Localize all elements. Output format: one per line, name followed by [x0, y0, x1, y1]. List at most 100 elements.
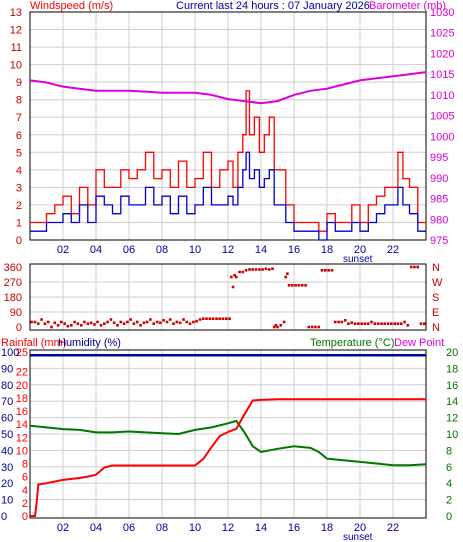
wind-direction-point: [380, 322, 383, 325]
temperature-tick-label: 20: [446, 347, 458, 359]
direction-compass-label: W: [432, 277, 443, 289]
wind-direction-point: [93, 323, 96, 326]
temperature-tick-label: 6: [446, 462, 452, 474]
wind-direction-point: [267, 268, 271, 271]
wind-direction-point: [282, 320, 286, 324]
wind-direction-point: [225, 317, 228, 320]
wind-panel-grid: [30, 12, 426, 240]
wind-direction-point: [272, 325, 276, 329]
wind-direction-point: [103, 322, 106, 325]
wind-direction-point: [139, 324, 142, 327]
windspeed-gust-line: [30, 90, 426, 232]
windspeed-tick-label: 1: [16, 217, 22, 229]
temperature-tick-label: 18: [446, 363, 458, 375]
barometer-tick-label: 1025: [430, 28, 454, 40]
wind-direction-point: [188, 322, 192, 325]
temperature-tick-label: 0: [446, 511, 452, 523]
rainfall-tick-label: 22: [16, 367, 28, 379]
wind-direction-point: [70, 324, 73, 327]
humidity-tick-label: 80: [1, 380, 13, 392]
wind-direction-point: [274, 324, 278, 327]
wind-direction-point: [119, 320, 123, 324]
barometer-tick-label: 1015: [430, 69, 454, 81]
wind-direction-point: [83, 320, 86, 324]
wind-direction-point: [333, 320, 337, 324]
wind-direction-point: [337, 320, 340, 324]
wind-direction-point: [96, 320, 99, 324]
wind-direction-point: [423, 322, 426, 325]
wind-direction-point: [244, 269, 248, 272]
wind-direction-point: [241, 270, 245, 274]
wind-direction-point: [122, 322, 126, 325]
wind-direction-point: [40, 318, 43, 321]
temperature-line: [29, 419, 427, 467]
wind-direction-point: [79, 324, 83, 327]
hour-tick-label: 16: [288, 244, 300, 256]
barometer-axis-ticks: 975 980 985 990 995 1000 1005 1010 1015 1020 1025 1…: [430, 7, 454, 247]
hour-tick-label: 12: [222, 244, 234, 256]
wind-direction-point: [233, 274, 236, 277]
barometer-tick-label: 975: [430, 235, 448, 247]
wind-direction-point: [33, 320, 37, 324]
wind-direction-point: [155, 320, 159, 324]
windspeed-tick-label: 10: [10, 60, 22, 72]
wind-direction-point: [276, 325, 279, 329]
rainfall-tick-label: 20: [16, 380, 28, 392]
direction-compass-label: N: [432, 262, 440, 274]
windspeed-tick-label: 7: [16, 112, 22, 124]
wind-direction-point: [112, 321, 116, 325]
hour-tick-label: 14: [255, 522, 267, 534]
wind-direction-point: [168, 318, 172, 321]
wind-direction-point: [30, 320, 33, 324]
rain-panel-grid: [30, 350, 426, 518]
wind-direction-point: [230, 275, 233, 279]
barometer-tick-label: 1005: [430, 111, 454, 123]
wind-direction-point: [195, 319, 198, 323]
temperature-label: Temperature (°C): [310, 337, 394, 349]
wind-direction-point: [327, 269, 330, 272]
wind-direction-point: [192, 320, 195, 324]
wind-direction-point: [383, 322, 386, 325]
wind-direction-point: [231, 285, 235, 289]
wind-direction-point: [63, 322, 66, 325]
wind-direction-point: [129, 318, 132, 321]
wind-direction-point: [53, 321, 57, 325]
direction-panel-series: [30, 265, 426, 329]
humidity-label: Humidity (%): [58, 337, 121, 349]
hour-tick-label: 14: [255, 244, 267, 256]
barometer-tick-label: 1000: [430, 131, 454, 143]
wind-direction-point: [152, 322, 155, 325]
wind-direction-point: [307, 325, 311, 329]
wind-direction-point: [56, 324, 60, 327]
wind-direction-point: [324, 269, 327, 272]
direction-degree-label: 180: [4, 292, 22, 304]
wind-direction-point: [366, 322, 370, 325]
wind-direction-point: [66, 324, 70, 328]
wind-direction-point: [261, 268, 264, 271]
wind-direction-point: [178, 321, 182, 325]
wind-panel-hour-ticks: 02 04 06 08 10 12 14 16 18 20 22: [57, 244, 399, 256]
humidity-axis-ticks: 0 10 20 30 40 50 60 70 80 90 100: [1, 347, 19, 523]
wind-direction-point: [145, 320, 149, 324]
dewpoint-label: Dew Point: [394, 337, 444, 349]
humidity-tick-label: 20: [1, 478, 13, 490]
sunset-label-top: sunset: [343, 254, 373, 265]
rainfall-tick-label: 14: [16, 419, 28, 431]
hour-tick-label: 06: [123, 244, 135, 256]
wind-direction-point: [396, 322, 400, 325]
hour-tick-label: 08: [156, 522, 168, 534]
direction-panel-frame: [29, 263, 427, 331]
wind-direction-point: [314, 325, 317, 329]
wind-direction-point: [76, 322, 80, 325]
wind-direction-point: [185, 320, 188, 324]
windspeed-tick-label: 11: [11, 42, 22, 54]
rainfall-line: [30, 398, 426, 517]
wind-direction-point: [89, 321, 93, 325]
windspeed-tick-label: 0: [16, 235, 22, 247]
windspeed-tick-label: 3: [16, 182, 22, 194]
windspeed-tick-label: 2: [16, 200, 22, 212]
rainfall-tick-label: 25: [16, 347, 28, 359]
windspeed-label: Windspeed (m/s): [30, 0, 113, 12]
